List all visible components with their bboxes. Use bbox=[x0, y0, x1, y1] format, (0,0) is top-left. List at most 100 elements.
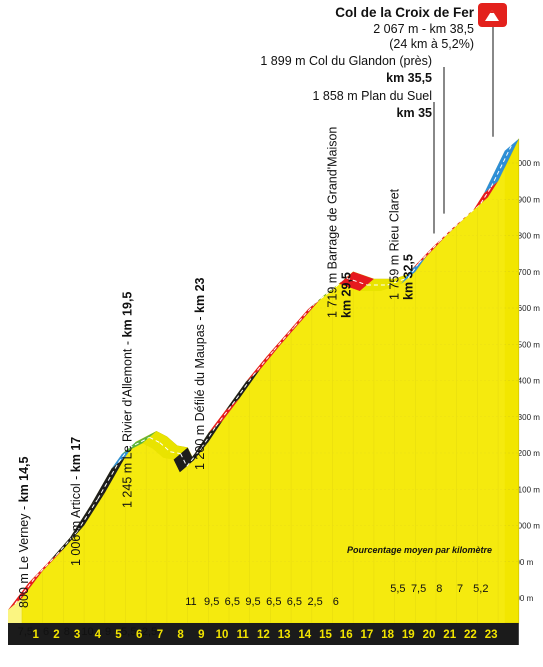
band-dash-line bbox=[215, 404, 233, 427]
segment-percent-label: 7,5 bbox=[411, 583, 426, 595]
band-dash-line bbox=[294, 302, 316, 328]
y-tick-label: 1 300 m bbox=[511, 413, 540, 422]
waypoint-label: 1 759 m Rieu Claret bbox=[388, 188, 402, 300]
gradient-band-segment bbox=[70, 492, 105, 538]
km-marker-label: 4 bbox=[95, 629, 102, 641]
waypoint-km: km 14,5 bbox=[17, 456, 31, 502]
waypoint-label: 1 245 m Le Rivier d'Allemont - km 19,5 bbox=[121, 292, 135, 508]
waypoint-km-label: km 29,5 bbox=[340, 272, 354, 318]
waypoint-label: 1 200 m Défilé du Maupas - km 23 bbox=[193, 277, 207, 470]
segment-percent-label: 9 bbox=[105, 626, 111, 638]
band-dash-line bbox=[335, 277, 347, 288]
waypoint-name: 1 245 m Le Rivier d'Allemont - bbox=[121, 337, 135, 508]
km-marker-label: 13 bbox=[278, 629, 291, 641]
segment-percent-label: 9,5 bbox=[245, 596, 260, 608]
waypoint-label: 800 m Le Verney - km 14,5 bbox=[17, 456, 31, 608]
gradient-band-segment bbox=[208, 398, 240, 433]
waypoint-km-label: km 35,5 bbox=[386, 71, 432, 85]
segment-percent-label: 6 bbox=[333, 596, 339, 608]
y-tick-label: 1 600 m bbox=[511, 304, 540, 313]
km-marker-label: 11 bbox=[237, 629, 250, 641]
km-marker-label: 14 bbox=[298, 629, 311, 641]
band-dash-line bbox=[407, 263, 420, 279]
y-tick-label: 1 400 m bbox=[511, 377, 540, 386]
km-marker-label: 3 bbox=[74, 629, 80, 641]
y-tick-label: 1 700 m bbox=[511, 268, 540, 277]
segment-percent-label: 8 bbox=[64, 626, 70, 638]
segment-percent-label: 5,5 bbox=[121, 626, 136, 638]
summit-name: Col de la Croix de Fer bbox=[335, 5, 475, 20]
band-dash-line bbox=[252, 349, 275, 376]
gradient-band-segment bbox=[142, 431, 167, 449]
km-marker-label: 19 bbox=[402, 629, 415, 641]
mountain-icon bbox=[485, 10, 499, 21]
band-dash-line bbox=[273, 326, 295, 351]
waypoint-km: km 17 bbox=[69, 437, 83, 472]
band-dash-line bbox=[231, 375, 254, 405]
waypoint-km: km 19,5 bbox=[121, 292, 135, 338]
km-marker-label: 15 bbox=[319, 629, 332, 641]
segment-percent-label: 5,2 bbox=[473, 583, 488, 595]
waypoint-labels: 800 m Le Verney - km 14,5 1 006 m Articol… bbox=[17, 54, 445, 608]
km-marker-label: 21 bbox=[443, 629, 456, 641]
km-marker-label: 12 bbox=[257, 629, 270, 641]
summit-length-grade: (24 km à 5,2%) bbox=[389, 37, 474, 51]
waypoint-label: 1 719 m Barrage de Grand'Maison bbox=[326, 127, 340, 318]
segment-percent-label: 2,5 bbox=[307, 596, 322, 608]
segment-percent-label: 8 bbox=[436, 583, 442, 595]
band-dash-line bbox=[346, 277, 368, 286]
km-marker-label: 6 bbox=[136, 629, 142, 641]
segment-percent-label: 6,5 bbox=[266, 596, 281, 608]
segment-percent-label: 6 bbox=[43, 626, 49, 638]
mountain-peak-icon bbox=[490, 10, 494, 13]
band-dash-line bbox=[459, 203, 482, 222]
y-tick-label: 2 000 m bbox=[511, 159, 540, 168]
average-percent-note: Pourcentage moyen par kilomètre bbox=[347, 545, 492, 555]
km-marker-label: 1 bbox=[32, 629, 39, 641]
waypoint-label: 1 006 m Articol - km 17 bbox=[69, 437, 83, 566]
km-marker-label: 7 bbox=[157, 629, 163, 641]
y-tick-label: 1 900 m bbox=[511, 195, 540, 204]
segment-percent-labels: 7,5 6 8 10 9 5,5 2,511 9,5 6,5 9,5 6,5 6,5 2,5 65,5 7,… bbox=[18, 583, 489, 638]
km-marker-label: 17 bbox=[361, 629, 374, 641]
km-marker-label: 5 bbox=[115, 629, 122, 641]
y-tick-label: 1 000 m bbox=[511, 522, 540, 531]
y-tick-label: 800 m bbox=[511, 594, 534, 603]
waypoint-name: 1 759 m Rieu Claret bbox=[388, 188, 402, 300]
band-dash-line bbox=[56, 531, 78, 556]
gradient-band-segment bbox=[194, 420, 223, 455]
gradient-band-segment bbox=[163, 445, 188, 460]
segment-percent-label: 2,5 bbox=[142, 626, 157, 638]
waypoint-name: 800 m Le Verney - bbox=[17, 502, 31, 608]
segment-percent-label: 6,5 bbox=[225, 596, 240, 608]
gradient-band bbox=[8, 138, 519, 610]
band-dash-line bbox=[200, 426, 217, 449]
band-dash-line bbox=[490, 144, 513, 188]
profile-front-face bbox=[8, 150, 505, 623]
km-marker-label: 20 bbox=[423, 629, 436, 641]
segment-percent-label: 7 bbox=[457, 583, 463, 595]
km-marker-label: 22 bbox=[464, 629, 477, 641]
y-tick-label: 1 500 m bbox=[511, 340, 540, 349]
waypoint-name: 1 200 m Défilé du Maupas - bbox=[193, 313, 207, 470]
band-dash-line bbox=[159, 442, 171, 453]
band-dash-line bbox=[387, 277, 409, 286]
band-dash-line bbox=[438, 221, 461, 242]
gradient-band-segment bbox=[90, 456, 126, 505]
km-marker-label: 10 bbox=[216, 629, 229, 641]
band-dash-line bbox=[149, 436, 161, 444]
km-marker-label: 18 bbox=[381, 629, 394, 641]
km-marker-label: 9 bbox=[198, 629, 204, 641]
gradient-band-segment bbox=[152, 436, 178, 458]
summit-label: Col de la Croix de Fer 2 067 m - km 38,5(… bbox=[335, 3, 507, 137]
segment-percent-label: 9,5 bbox=[204, 596, 219, 608]
segment-percent-label: 7,5 bbox=[18, 626, 33, 638]
km-marker-label: 23 bbox=[485, 629, 498, 641]
km-marker-label: 16 bbox=[340, 629, 353, 641]
waypoint-name: 1 719 m Barrage de Grand'Maison bbox=[326, 127, 340, 318]
waypoint-km: km 23 bbox=[193, 277, 207, 312]
waypoint-label: 1 858 m Plan du Suel bbox=[312, 89, 432, 103]
segment-percent-label: 6,5 bbox=[287, 596, 302, 608]
y-tick-label: 1 200 m bbox=[511, 449, 540, 458]
